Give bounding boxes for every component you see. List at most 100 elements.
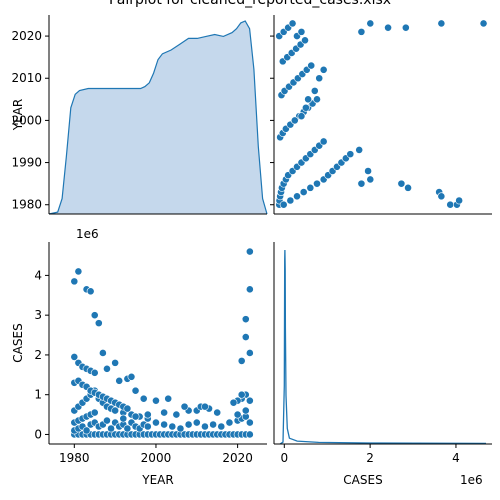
cases-kde-xlabel: CASES [343, 473, 382, 487]
year-vs-cases-point [119, 414, 128, 423]
year-vs-cases-point [241, 333, 250, 341]
year-vs-cases-point [225, 418, 234, 427]
year-vs-cases-point [94, 319, 103, 328]
year-kde-area [49, 21, 267, 214]
cases-vs-year-point [364, 167, 372, 175]
year-vs-cases-point [86, 287, 95, 296]
cases-vs-year-point [301, 103, 310, 112]
year-vs-cases-ytick-label: 4 [34, 268, 42, 282]
year-vs-cases-point [139, 394, 148, 403]
year-vs-cases-xtick-label: 2020 [222, 451, 253, 465]
year-vs-cases-point [245, 396, 254, 405]
cases-vs-year-point [355, 146, 364, 154]
year-vs-cases-point [127, 372, 136, 381]
year-kde-ylabel: YEAR [11, 99, 25, 131]
cases-vs-year-point [301, 36, 309, 45]
cases-kde-line [279, 249, 487, 445]
year-vs-cases-point [245, 418, 254, 427]
year-vs-cases-point [103, 364, 111, 373]
year-vs-cases-point [180, 402, 189, 411]
year-vs-cases-point [70, 353, 79, 361]
year-vs-cases-point [131, 386, 140, 395]
year-vs-cases-point [241, 315, 250, 324]
cases-vs-year-point [366, 175, 375, 184]
year-kde-ytick-label: 1990 [11, 156, 42, 170]
cases-vs-year-point [455, 196, 464, 205]
year-vs-cases-point [82, 426, 91, 435]
cases-vs-year-point [397, 179, 406, 188]
cases-vs-year-point [297, 27, 306, 36]
year-vs-cases-point [209, 420, 218, 429]
year-vs-cases-ytick-label: 2 [34, 348, 42, 362]
year-vs-cases-point [229, 398, 238, 407]
year-vs-cases-point [237, 356, 246, 365]
cases-vs-year-point [288, 19, 297, 28]
year-vs-cases-point [233, 410, 242, 419]
cases-vs-year-point [306, 183, 315, 192]
year-vs-cases-point [90, 311, 99, 320]
year-vs-cases-point [160, 420, 169, 429]
year-vs-cases-point [213, 408, 222, 417]
year-vs-cases-y-scale: 1e6 [76, 227, 99, 241]
year-vs-cases-point [152, 396, 160, 405]
cases-vs-year-point [357, 27, 366, 36]
cases-vs-year-point [401, 23, 410, 32]
cases-vs-year-point [357, 179, 366, 188]
year-vs-cases-point [164, 394, 173, 403]
cases-vs-year-point [313, 179, 321, 188]
cases-vs-year-point [384, 23, 392, 32]
year-vs-cases-point [123, 424, 132, 433]
year-vs-cases-point [70, 277, 79, 286]
year-vs-cases-ytick-label: 1 [34, 388, 42, 402]
year-vs-cases-point [131, 412, 140, 421]
chart-title: Pairplot for cleaned_reported_cases.xlsx [109, 0, 391, 8]
cases-vs-year-point [279, 200, 288, 209]
cases-vs-year-point [319, 65, 328, 74]
year-vs-cases-point [201, 422, 209, 431]
year-vs-cases-point [176, 424, 185, 433]
cases-kde-xtick-label: 0 [280, 451, 288, 465]
year-vs-cases-point [90, 408, 99, 417]
year-vs-cases-point [123, 404, 132, 413]
panel-cases-vs-year [270, 15, 492, 215]
year-vs-cases-xlabel: YEAR [141, 473, 173, 487]
year-vs-cases-point [245, 430, 254, 439]
year-vs-cases-point [237, 390, 246, 399]
year-kde-ytick-label: 2000 [11, 113, 42, 127]
year-kde-ytick-label: 2020 [11, 29, 42, 43]
year-vs-cases-xtick-label: 2000 [141, 451, 172, 465]
cases-kde-xtick-label: 2 [366, 451, 374, 465]
cases-vs-year-point [299, 188, 308, 196]
year-vs-cases-point [115, 376, 124, 385]
cases-kde-x-scale: 1e6 [460, 473, 483, 487]
year-vs-cases-point [111, 406, 120, 415]
cases-vs-year-point [319, 137, 328, 146]
cases-vs-year-point [310, 86, 319, 95]
panel-year-vs-cases: 0 1 2 3 4 1980 2000 2020 1e6 CASES YEAR [11, 227, 267, 487]
cases-vs-year-point [290, 116, 299, 125]
year-vs-cases-point [74, 267, 83, 276]
year-vs-cases-point [160, 408, 169, 417]
year-vs-cases-ytick-label: 0 [34, 427, 42, 441]
year-vs-cases-point [98, 349, 107, 357]
year-vs-cases-xtick-label: 1980 [59, 451, 90, 465]
cases-vs-year-point [313, 95, 321, 104]
year-vs-cases-point [184, 420, 193, 429]
cases-vs-year-point [307, 61, 316, 70]
year-vs-cases-point [245, 285, 254, 294]
year-kde-ytick-label: 2010 [11, 71, 42, 85]
cases-vs-year-point [479, 19, 488, 28]
cases-vs-year-point [297, 112, 306, 121]
year-vs-cases-point [217, 422, 226, 431]
year-vs-cases-point [111, 358, 120, 367]
year-kde-line [48, 20, 268, 215]
year-vs-cases-point [168, 422, 177, 431]
panel-year-kde: 1980 1990 2000 2010 2020 YEAR [11, 15, 268, 215]
year-vs-cases-point [143, 410, 152, 419]
cases-vs-year-point [437, 19, 446, 28]
cases-kde-xtick-label: 4 [452, 451, 460, 465]
year-vs-cases-point [245, 349, 254, 357]
year-vs-cases-point [143, 422, 152, 431]
